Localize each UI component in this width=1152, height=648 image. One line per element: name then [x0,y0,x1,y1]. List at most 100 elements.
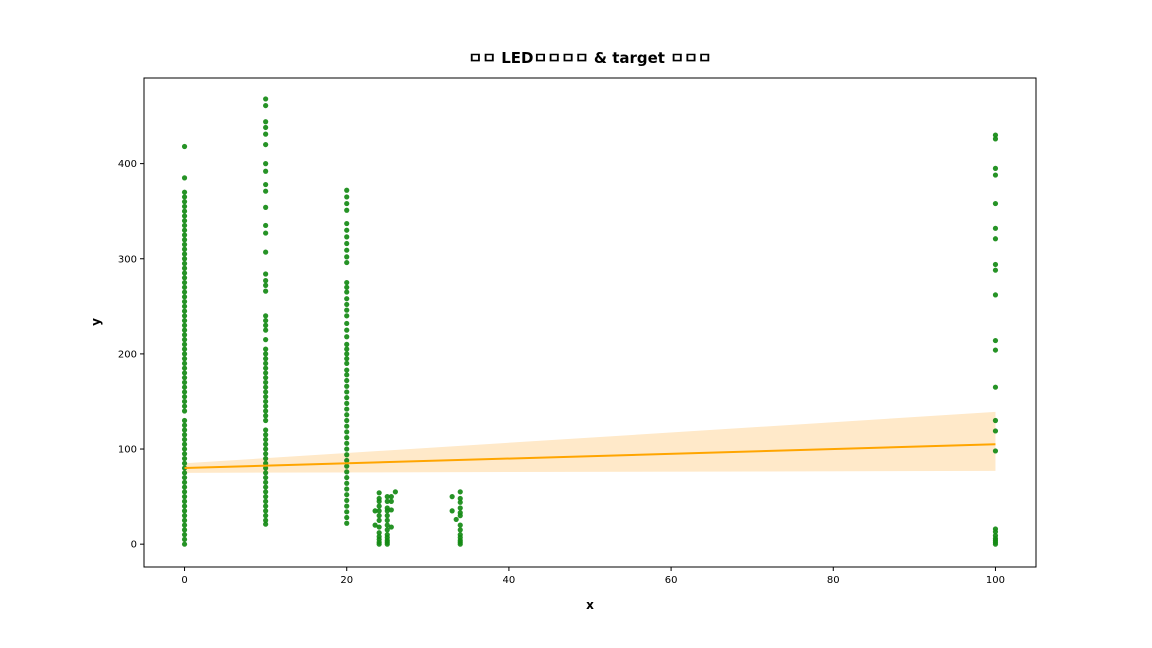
data-point [449,508,455,514]
data-point [181,479,188,485]
data-point [992,132,999,138]
data-point [372,508,378,514]
data-point [388,498,394,504]
data-point [263,271,269,277]
data-point [263,432,269,438]
data-point [263,360,269,367]
data-point [392,489,398,495]
data-point [263,470,269,476]
data-point [181,489,188,495]
y-axis-label: y [89,318,103,326]
data-point [344,341,350,347]
data-point [263,370,269,376]
data-point [263,460,269,466]
data-point [344,360,350,367]
data-point [344,406,350,412]
data-point [344,417,350,424]
data-point [181,432,188,438]
data-point [457,522,463,528]
data-point [181,351,188,357]
data-point [992,428,999,434]
data-point [181,446,188,452]
data-point [181,208,188,214]
data-point [263,474,269,481]
data-point [992,200,999,207]
data-point [376,498,382,504]
data-point [384,527,390,533]
data-point [263,498,269,504]
data-point [344,497,350,504]
data-point [263,465,269,471]
data-point [344,457,350,464]
data-point [344,395,350,401]
data-point [344,194,350,200]
data-point [457,527,463,533]
data-point [181,427,188,433]
data-point [181,265,188,271]
data-point [181,408,188,414]
data-point [263,337,269,343]
data-point [344,383,350,389]
data-point [344,301,350,308]
data-point [181,317,188,324]
y-tick-label: 200 [118,349,137,360]
data-point [457,513,463,519]
data-point [181,189,188,195]
data-point [344,423,350,429]
data-point [344,514,350,521]
data-point [344,320,350,327]
data-point [344,254,350,260]
data-point [263,413,269,419]
data-point [344,279,350,286]
data-point [263,188,269,194]
data-point [344,313,350,319]
data-point [263,351,269,357]
data-point [344,435,350,441]
data-point [181,451,188,457]
data-point [181,436,188,443]
data-point [263,356,269,362]
data-point [181,227,188,233]
data-point [376,530,382,536]
data-point [181,365,188,371]
data-point [263,379,269,386]
data-point [992,417,999,424]
data-point [181,379,188,386]
data-point [181,470,188,476]
data-point [992,448,999,454]
chart-title: ㅁㅁ LEDㅁㅁㅁㅁ & target ㅁㅁㅁ [468,49,711,67]
data-point [181,360,188,367]
y-tick-label: 0 [131,540,137,551]
y-tick-label: 400 [118,159,137,170]
data-point [344,234,350,240]
data-point [181,279,188,286]
data-point [344,307,350,313]
data-point [344,440,350,446]
data-point [181,203,188,210]
points-layer [181,96,999,547]
data-point [263,282,269,288]
data-point [388,493,394,500]
data-point [263,513,269,519]
data-point [181,513,188,519]
data-point [263,222,269,229]
data-point [181,294,188,300]
data-point [344,486,350,492]
data-point [992,236,999,242]
data-point [181,199,188,205]
data-point [181,484,188,490]
data-point [263,493,269,500]
data-point [181,389,188,395]
data-point [344,372,350,378]
data-point [376,517,382,523]
data-point [344,207,350,213]
data-point [181,527,188,533]
data-point [992,541,999,547]
data-point [181,270,188,276]
plot-frame [143,77,1037,568]
data-point [181,322,188,328]
x-axis-label: x [586,598,594,612]
data-point [376,524,382,530]
data-point [181,260,188,267]
